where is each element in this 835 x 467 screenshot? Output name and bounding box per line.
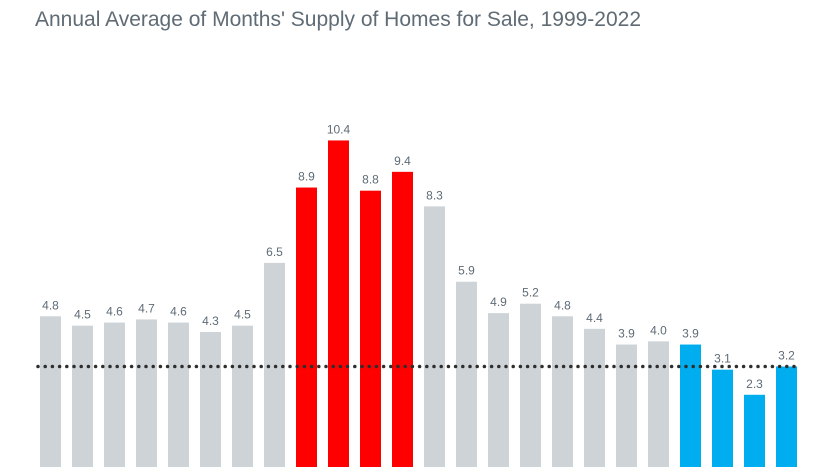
bar-2013 [488,313,509,467]
value-label-2010: 9.4 [394,154,411,168]
bar-2012 [456,281,477,467]
bar-2001 [104,322,125,467]
bar-2006 [264,262,285,467]
bar-2018 [648,341,669,467]
bar-2009 [360,190,381,467]
value-label-2016: 4.4 [586,311,603,325]
bar-2016 [584,328,605,467]
value-label-2001: 4.6 [106,305,123,319]
bar-1999 [40,316,61,467]
value-label-2015: 4.8 [554,298,571,312]
value-label-2020: 3.1 [714,352,731,366]
bar-2002 [136,319,157,467]
bar-2014 [520,303,541,467]
chart-title: Annual Average of Months' Supply of Home… [35,8,642,31]
value-label-2004: 4.3 [202,314,219,328]
value-label-2014: 5.2 [522,286,539,300]
bar-2000 [72,325,93,467]
value-label-2018: 4.0 [650,323,667,337]
bar-2005 [232,325,253,467]
value-label-2011: 8.3 [426,188,443,202]
value-label-2017: 3.9 [618,327,635,341]
value-label-2008: 10.4 [327,122,351,136]
bar-2017 [616,344,637,467]
bar-2008 [328,140,349,467]
value-label-2003: 4.6 [170,305,187,319]
value-label-2000: 4.5 [74,308,91,322]
bar-2010 [392,171,413,467]
bar-2020 [712,369,733,467]
bar-2007 [296,187,317,467]
bar-series [40,140,797,467]
bar-2021 [744,394,765,467]
value-label-2006: 6.5 [266,245,283,259]
value-label-2019: 3.9 [682,327,699,341]
bar-2011 [424,206,445,467]
bar-2019 [680,344,701,467]
value-label-2021: 2.3 [746,377,763,391]
value-label-2022: 3.2 [778,349,795,363]
value-label-2012: 5.9 [458,264,475,278]
value-label-2007: 8.9 [298,170,315,184]
value-label-2009: 8.8 [362,173,379,187]
value-label-2002: 4.7 [138,301,155,315]
bar-2004 [200,331,221,467]
bar-2022 [776,366,797,467]
bar-2003 [168,322,189,467]
value-labels: 4.8 4.5 4.6 4.7 4.6 4.3 4.5 6.5 8.9 10.4 8.8 9.4 8.3… [42,122,795,390]
bar-2015 [552,316,573,467]
value-label-2013: 4.9 [490,295,507,309]
value-label-2005: 4.5 [234,308,251,322]
value-label-1999: 4.8 [42,298,59,312]
